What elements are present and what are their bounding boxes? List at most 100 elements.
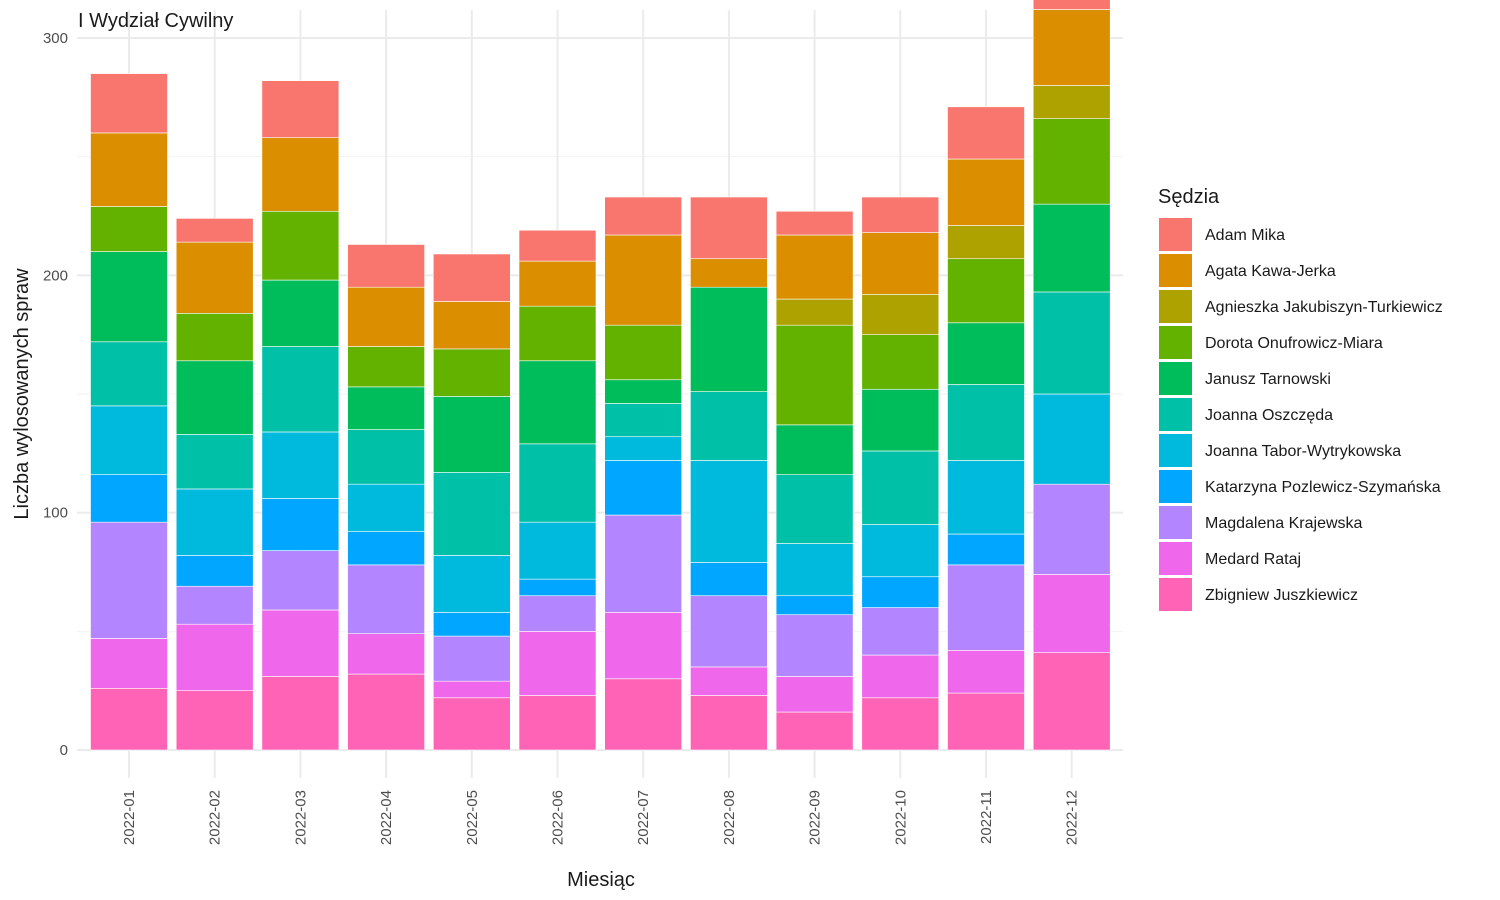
bar-segment	[261, 609, 340, 677]
bar-segment	[175, 360, 254, 435]
bar-segment	[947, 460, 1025, 535]
bar-segment	[1032, 118, 1111, 205]
x-axis-ticks: 2022-01 2022-02 2022-03 2022-04 2022-05 2022-…	[121, 790, 1081, 845]
bar-segment	[347, 673, 425, 751]
bar-segment	[861, 654, 940, 699]
bar-segment	[432, 253, 511, 302]
bar-segment	[861, 697, 940, 751]
bar-segment	[175, 488, 254, 556]
bar-segment	[90, 251, 168, 343]
x-tick-label: 2022-09	[807, 790, 824, 845]
bar-segment	[690, 562, 768, 597]
bar-segment	[690, 258, 768, 288]
bar-segment	[347, 244, 425, 288]
bar-segment	[518, 578, 597, 597]
bar-segment	[861, 294, 940, 335]
x-tick-label: 2022-07	[635, 790, 652, 845]
bar-segment	[1032, 291, 1111, 395]
bar-segment	[861, 196, 940, 233]
legend-swatch	[1159, 434, 1192, 467]
x-tick-label: 2022-01	[121, 790, 138, 845]
x-tick-label: 2022-05	[464, 790, 481, 845]
legend-swatch	[1159, 542, 1192, 575]
x-axis-title: Miesiąc	[567, 869, 635, 891]
bar-segment	[261, 346, 340, 433]
bar-segment	[175, 218, 254, 243]
bar-segment	[775, 711, 854, 751]
x-tick-label: 2022-10	[892, 790, 909, 845]
bar-segment	[775, 234, 854, 300]
legend-swatch	[1159, 326, 1192, 359]
legend-items: Adam Mika Agata Kawa-Jerka Agnieszka Jakub…	[1159, 218, 1443, 611]
bar-segment	[947, 533, 1025, 566]
legend-swatch	[1159, 470, 1192, 503]
bar-segment	[432, 635, 511, 682]
x-tick-label: 2022-11	[978, 790, 995, 844]
bar-segment	[690, 695, 768, 751]
legend-label: Zbigniew Juszkiewicz	[1205, 587, 1358, 604]
bar-segment	[432, 348, 511, 397]
bar-segment	[775, 424, 854, 475]
bar-segment	[947, 106, 1025, 160]
legend-label: Magdalena Krajewska	[1205, 515, 1363, 532]
bar-segment	[261, 676, 340, 751]
bar-segment	[604, 514, 683, 613]
legend-label: Joanna Oszczęda	[1205, 407, 1333, 424]
bar-segment	[347, 633, 425, 675]
bar-segment	[518, 305, 597, 362]
bar-segment	[432, 472, 511, 556]
bar-segment	[604, 234, 683, 326]
y-axis-title: Liczba wylosowanych spraw	[11, 268, 33, 520]
bar-segment	[690, 595, 768, 668]
bar-segment	[90, 521, 168, 639]
bar-segment	[861, 388, 940, 452]
bar-segment	[604, 196, 683, 236]
bar-segment	[261, 431, 340, 499]
bar-segment	[175, 690, 254, 751]
bar-segment	[432, 301, 511, 350]
legend: Sędzia Adam Mika Agata Kawa-Jerka Agnieszk…	[1158, 186, 1443, 611]
bar-segment	[518, 695, 597, 751]
bar-segment	[90, 132, 168, 207]
bar-segment	[947, 692, 1025, 751]
bar-segment	[518, 360, 597, 445]
bar-segment	[347, 429, 425, 485]
bar-segment	[861, 334, 940, 390]
bar-segment	[175, 555, 254, 587]
bar-segment	[90, 206, 168, 252]
legend-label: Adam Mika	[1205, 227, 1285, 244]
bar-segment	[261, 80, 340, 138]
bar-segment	[690, 460, 768, 563]
bar-segment	[690, 391, 768, 461]
bar-segment	[604, 678, 683, 751]
x-tick-label: 2022-04	[378, 790, 395, 845]
y-tick-label: 300	[43, 30, 68, 47]
bar-segment	[775, 474, 854, 544]
bar-segment	[175, 585, 254, 625]
bars	[90, 0, 1111, 751]
legend-swatch	[1159, 254, 1192, 287]
bar-segment	[775, 595, 854, 616]
bar-segment	[347, 286, 425, 347]
bar-segment	[90, 638, 168, 689]
legend-swatch	[1159, 290, 1192, 323]
bar-segment	[90, 687, 168, 751]
bar-segment	[604, 324, 683, 381]
y-tick-label: 100	[43, 505, 68, 522]
bar-segment	[947, 384, 1025, 461]
bar-segment	[861, 450, 940, 525]
bar-segment	[1032, 652, 1111, 751]
bar-segment	[1032, 85, 1111, 119]
bar-segment	[775, 324, 854, 426]
bar-segment	[690, 666, 768, 696]
bar-segment	[1032, 203, 1111, 293]
bar-segment	[518, 229, 597, 262]
bar-segment	[261, 137, 340, 212]
bar-segment	[347, 564, 425, 635]
bar-segment	[432, 612, 511, 637]
legend-swatch	[1159, 506, 1192, 539]
bar-segment	[947, 322, 1025, 385]
legend-label: Katarzyna Pozlewicz-Szymańska	[1205, 479, 1441, 496]
bar-segment	[175, 313, 254, 362]
legend-label: Agata Kawa-Jerka	[1205, 263, 1336, 280]
